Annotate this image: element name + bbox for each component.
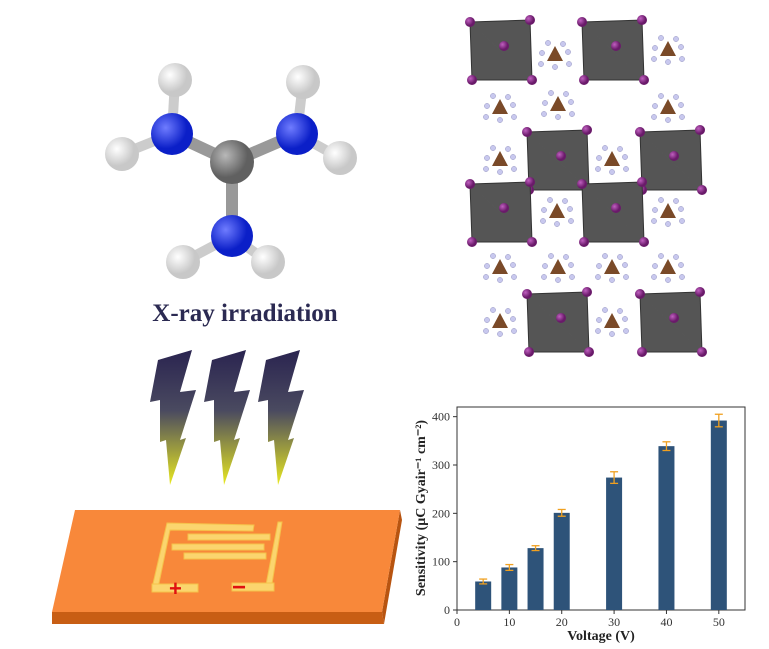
error-bar — [557, 508, 566, 517]
bar — [475, 581, 492, 610]
y-tick-label: 200 — [432, 506, 450, 520]
error-bar — [505, 563, 514, 572]
error-bar — [714, 413, 723, 428]
error-bar — [479, 578, 488, 585]
lightning-icon — [150, 350, 196, 485]
interdigitated-electrodes — [151, 521, 283, 593]
octahedron — [577, 15, 649, 85]
guanidinium-cation — [595, 307, 629, 337]
x-tick-label: 0 — [454, 615, 460, 629]
guanidinium-cation — [595, 145, 629, 175]
guanidinium-cation — [651, 253, 685, 283]
x-tick-label: 40 — [660, 615, 672, 629]
guanidinium-cation — [538, 40, 572, 70]
plot-frame — [456, 406, 746, 611]
error-bar — [610, 471, 619, 485]
sensitivity-bar-chart: 0 10 20 30 40 50 0 100 200 300 400 Voltage (V) Sen… — [414, 406, 746, 644]
error-bar — [531, 545, 540, 552]
negative-terminal: − — [232, 574, 246, 601]
guanidinium-cation — [483, 307, 517, 337]
bar — [527, 548, 544, 610]
octahedron — [577, 177, 649, 247]
guanidinium-cation — [483, 145, 517, 175]
guanidinium-cation — [483, 253, 517, 283]
octahedron — [635, 287, 707, 357]
octahedron — [522, 287, 594, 357]
bar — [658, 446, 675, 610]
x-tick-label: 30 — [608, 615, 620, 629]
guanidinium-cation — [595, 253, 629, 283]
x-tick-label: 10 — [503, 615, 515, 629]
y-tick-label: 300 — [432, 458, 450, 472]
octahedron — [465, 177, 537, 247]
y-tick-label: 100 — [432, 555, 450, 569]
y-tick-label: 400 — [432, 410, 450, 424]
guanidinium-cation — [541, 90, 575, 120]
guanidinium-cation — [651, 93, 685, 123]
guanidinium-cation — [651, 35, 685, 65]
guanidinium-molecule — [105, 63, 357, 279]
guanidinium-cation — [483, 93, 517, 123]
lightning-icon — [204, 350, 250, 485]
bar — [553, 512, 570, 610]
guanidinium-cation — [541, 253, 575, 283]
octahedron — [465, 15, 537, 85]
lightning-icon — [258, 350, 304, 485]
bar — [710, 420, 727, 610]
error-bar — [662, 441, 671, 452]
x-tick-label: 20 — [556, 615, 568, 629]
guanidinium-cation — [540, 197, 574, 227]
detector-device: + − — [52, 510, 402, 624]
caption-xray-irradiation: X-ray irradiation — [152, 300, 338, 327]
xray-lightning-icons — [150, 350, 304, 485]
x-axis-label: Voltage (V) — [567, 629, 635, 644]
crystal-structure — [465, 15, 707, 357]
x-tick-label: 50 — [713, 615, 725, 629]
positive-terminal: + — [169, 576, 182, 601]
y-tick-label: 0 — [444, 603, 450, 617]
bar — [501, 567, 518, 610]
y-axis-label: Sensitivity (μC Gyair⁻¹ cm⁻²) — [414, 420, 429, 596]
bar — [606, 477, 623, 610]
octahedron — [635, 125, 707, 195]
guanidinium-cation — [651, 197, 685, 227]
